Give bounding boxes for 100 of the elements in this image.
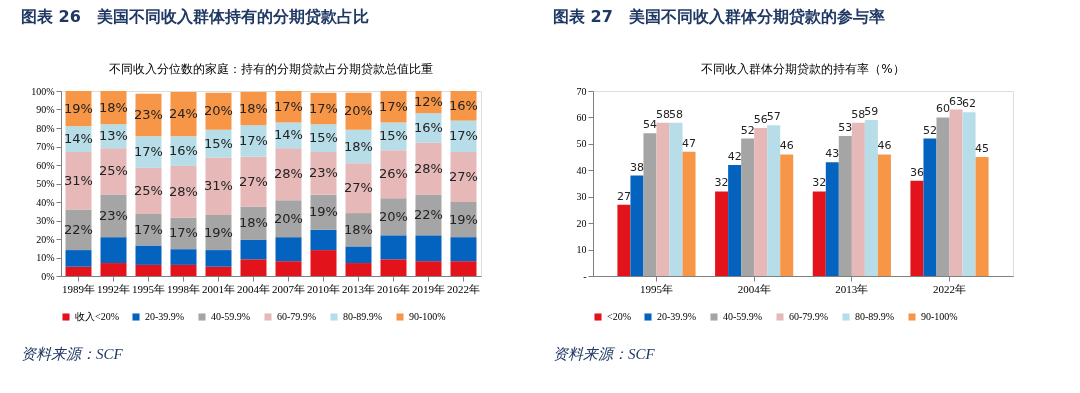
- bar: [100, 263, 127, 276]
- data-label: 19%: [64, 100, 93, 116]
- data-label: 27%: [449, 169, 478, 185]
- y-tick-label: 30: [576, 191, 587, 203]
- bar: [949, 109, 963, 276]
- data-label: 23%: [309, 165, 338, 181]
- x-tick-label: 2016年: [377, 282, 410, 295]
- y-tick-label: 80%: [36, 122, 55, 134]
- y-tick-label: 100%: [31, 85, 55, 97]
- x-tick-label: 2001年: [202, 282, 235, 295]
- bar: [240, 239, 267, 260]
- chart-subtitle: 不同收入群体分期贷款的持有率（%）: [701, 62, 905, 76]
- legend-label: 20-39.9%: [145, 311, 185, 322]
- bar: [135, 264, 162, 276]
- y-tick-label: 60: [576, 111, 587, 123]
- bar: [100, 148, 127, 195]
- data-label: 47: [682, 136, 697, 150]
- bar: [345, 246, 372, 264]
- x-tick-label: 2019年: [412, 282, 445, 295]
- bar: [170, 249, 197, 265]
- data-label: 14%: [274, 127, 303, 143]
- data-label: 19%: [309, 204, 338, 220]
- y-tick-label: -: [583, 270, 587, 282]
- data-label: 15%: [379, 128, 408, 144]
- x-tick-label: 2022年: [933, 282, 967, 295]
- x-tick-label: 1995年: [639, 282, 673, 295]
- bar: [923, 138, 937, 276]
- data-label: 18%: [239, 215, 268, 231]
- data-label: 60: [936, 102, 950, 116]
- bar: [741, 138, 755, 276]
- bar: [715, 191, 729, 276]
- x-tick-label: 2007年: [272, 282, 305, 295]
- bar: [205, 250, 232, 267]
- data-label: 25%: [99, 163, 128, 179]
- bar: [936, 117, 950, 276]
- bar: [851, 122, 865, 276]
- bar: [345, 163, 372, 214]
- y-tick-label: 20%: [36, 233, 55, 245]
- bar: [812, 191, 826, 276]
- x-tick-label: 1998年: [167, 282, 200, 295]
- bar: [780, 154, 794, 276]
- x-tick-label: 2004年: [237, 282, 270, 295]
- text: 资料来源：SCF: [21, 346, 124, 362]
- data-label: 19%: [449, 211, 478, 227]
- data-label: 16%: [449, 97, 478, 113]
- data-label: 15%: [204, 135, 233, 151]
- bar: [240, 259, 267, 276]
- bar: [380, 259, 407, 276]
- bar: [877, 154, 891, 276]
- bar: [617, 204, 631, 276]
- data-label: 20%: [344, 103, 373, 119]
- data-label: 24%: [169, 106, 198, 122]
- data-label: 14%: [64, 131, 93, 147]
- legend-label: 80-89.9%: [343, 311, 383, 322]
- chart-title: 图表 27 美国不同收入群体分期贷款的参与率: [553, 7, 885, 26]
- data-label: 53: [838, 120, 853, 134]
- legend-label: 收入<20%: [75, 311, 119, 322]
- data-label: 45: [975, 142, 990, 156]
- legend-label: 40-59.9%: [723, 311, 763, 322]
- data-label: 17%: [169, 225, 198, 241]
- data-label: 16%: [169, 143, 198, 159]
- bar: [838, 135, 852, 276]
- bar: [450, 261, 477, 276]
- data-label: 56: [753, 113, 768, 126]
- bar: [310, 250, 337, 276]
- data-label: 17%: [134, 144, 163, 160]
- bar: [170, 264, 197, 276]
- bar: [962, 112, 976, 276]
- data-label: 32: [812, 176, 827, 190]
- y-tick-label: 70%: [36, 141, 55, 152]
- y-tick-label: 0%: [41, 270, 55, 282]
- bar: [450, 152, 477, 202]
- data-label: 58: [851, 107, 866, 121]
- bar: [669, 122, 683, 276]
- data-label: 16%: [414, 120, 443, 135]
- text: 资料来源：SCF: [553, 346, 656, 362]
- data-label: 31%: [204, 178, 233, 194]
- bar: [100, 237, 127, 264]
- data-label: 27%: [344, 180, 373, 196]
- bar: [415, 235, 442, 262]
- bar: [205, 266, 232, 276]
- data-label: 27%: [239, 173, 268, 189]
- bar: [240, 156, 267, 207]
- data-label: 13%: [99, 128, 128, 144]
- data-label: 38: [629, 160, 644, 174]
- bar: [275, 261, 302, 276]
- data-label: 54: [642, 118, 657, 132]
- data-label: 23%: [99, 207, 128, 223]
- y-tick-label: 40%: [36, 196, 55, 208]
- data-label: 22%: [64, 221, 93, 237]
- bar: [310, 229, 337, 251]
- data-label: 32: [714, 176, 729, 190]
- data-label: 22%: [414, 206, 443, 222]
- x-tick-label: 1992年: [97, 282, 130, 295]
- y-tick-label: 90%: [36, 104, 55, 115]
- bar: [450, 237, 477, 262]
- data-label: 17%: [449, 128, 478, 144]
- bar: [380, 235, 407, 260]
- bar: [345, 263, 372, 276]
- data-label: 25%: [134, 182, 163, 198]
